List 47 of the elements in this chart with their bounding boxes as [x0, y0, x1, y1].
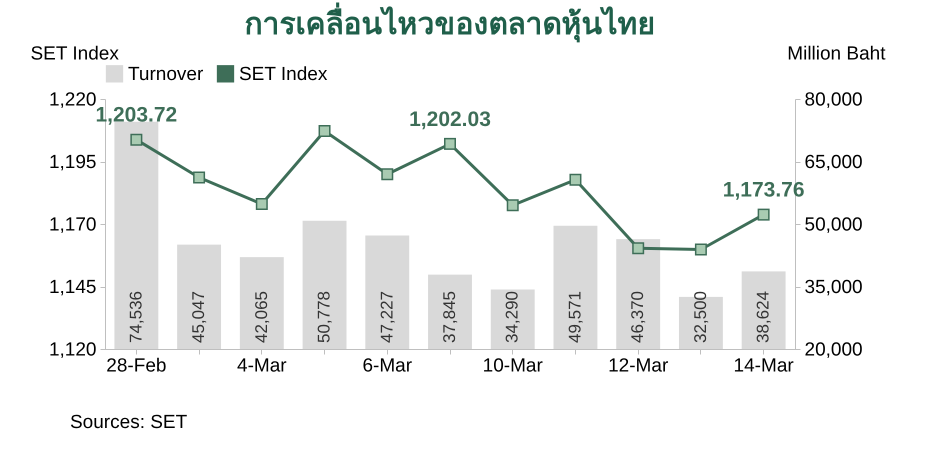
point — [318, 125, 331, 137]
y-tick-label: 1,170 — [48, 214, 96, 236]
y2-tick-label: 50,000 — [804, 214, 863, 236]
data-label: 32,500 — [690, 291, 710, 343]
point — [694, 244, 707, 256]
y2-tick-label: 20,000 — [804, 340, 863, 360]
y2-axis-title: Million Baht — [787, 44, 886, 64]
x-tick-label: 14-Mar — [734, 356, 794, 376]
point — [381, 168, 394, 180]
data-label: 34,290 — [502, 291, 522, 343]
chart-title: การเคลื่อนไหวของตลาดหุ้นไทย — [244, 2, 656, 43]
data-label: 50,778 — [314, 291, 334, 343]
y-tick-label: 1,195 — [48, 152, 96, 173]
x-tick-label: 12-Mar — [608, 356, 669, 376]
y-tick-label: 1,220 — [48, 90, 96, 110]
x-tick-label: 28-Feb — [106, 356, 166, 376]
data-label: 38,624 — [754, 291, 773, 343]
y-tick-label: 1,120 — [48, 340, 96, 360]
point — [758, 208, 770, 221]
data-label: 1,173.76 — [722, 178, 805, 202]
point — [130, 134, 142, 146]
y2-tick-label: 65,000 — [804, 152, 863, 173]
data-label: 1,202.03 — [409, 108, 491, 131]
point — [506, 199, 519, 212]
point — [569, 174, 582, 186]
y2-tick-label: 80,000 — [804, 90, 863, 110]
x-tick-label: 10-Mar — [482, 356, 544, 376]
data-label: 42,065 — [252, 291, 271, 343]
data-label: 45,047 — [189, 291, 208, 343]
point — [444, 138, 456, 150]
point — [256, 198, 268, 210]
data-label: 49,571 — [565, 291, 584, 343]
y-axis-title: SET Index — [30, 44, 120, 64]
legend-label: SET Index — [239, 64, 328, 85]
data-label: 1,203.72 — [95, 104, 178, 127]
data-label: 37,845 — [440, 291, 459, 343]
y-tick-label: 1,145 — [48, 277, 96, 298]
y2-tick-label: 35,000 — [804, 277, 863, 298]
source-note: Sources: SET — [70, 412, 188, 434]
point — [193, 172, 206, 184]
x-tick-label: 6-Mar — [362, 356, 413, 376]
data-label: 47,227 — [377, 291, 396, 343]
legend-label: Turnover — [128, 64, 204, 85]
data-label: 46,370 — [628, 291, 648, 343]
x-tick-label: 4-Mar — [237, 356, 288, 376]
point — [632, 242, 644, 254]
data-label: 74,536 — [126, 291, 146, 343]
